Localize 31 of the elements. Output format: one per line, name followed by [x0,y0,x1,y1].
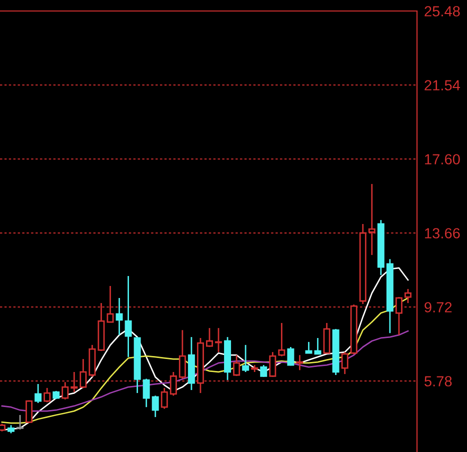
candlestick [314,337,322,356]
y-tick-label: 17.60 [425,154,460,164]
candlestick [269,351,276,378]
candlestick [116,297,123,336]
candlestick [16,414,24,430]
y-tick-label: 9.72 [424,302,452,312]
candlestick [287,346,294,366]
line-series [1,330,409,412]
candlestick [296,354,304,371]
candlestick [242,344,250,373]
candlestick [260,364,268,378]
y-tick-label: 13.66 [425,228,460,238]
candlestick [233,354,240,377]
candlestick [404,288,412,304]
candlestick [395,296,402,336]
candlestick [341,351,348,375]
candlestick [160,387,168,410]
candlestick [305,341,312,354]
y-tick-label: 5.78 [424,376,452,386]
y-tick-label: 21.54 [424,80,460,90]
candlestick [62,381,69,400]
candlestick [142,378,150,408]
y-tick-label: 25.48 [424,6,460,16]
candlestick [215,327,222,353]
candlestick [34,383,42,404]
candlestick [278,322,286,357]
candlestick [44,387,51,403]
candlestick [124,275,132,358]
candlestick [206,327,213,348]
candlestick [152,394,159,418]
candlestick [26,400,33,424]
